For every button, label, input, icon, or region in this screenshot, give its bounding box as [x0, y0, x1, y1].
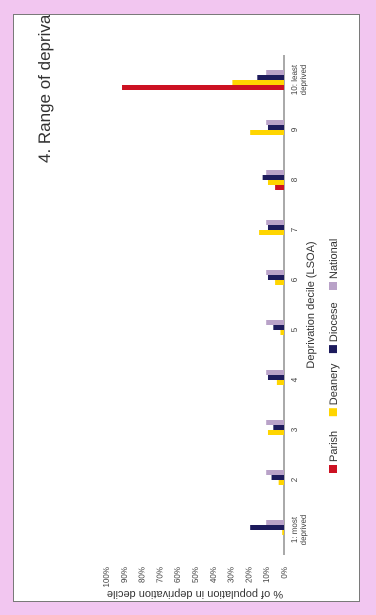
deprivation-chart: 4. Range of deprivation within area 0% 10… [35, 15, 340, 600]
bar-deanery [267, 430, 284, 435]
x-tick-label: 7 [290, 227, 299, 232]
y-tick-label: 10% [262, 567, 271, 583]
bar-diocese [267, 125, 284, 130]
y-tick-label: 40% [209, 567, 218, 583]
bar-diocese [267, 225, 284, 230]
legend-swatch [329, 408, 337, 417]
legend-swatch [329, 465, 337, 473]
bar-national [266, 120, 284, 125]
bar-diocese [271, 475, 285, 480]
bar-diocese [250, 525, 284, 530]
y-tick-label: 30% [227, 567, 236, 583]
y-axis-title: % of population in deprivation decile [107, 588, 283, 600]
x-tick-label: 5 [290, 327, 299, 332]
bar-deanery [250, 130, 284, 135]
x-tick-label: 4 [290, 377, 299, 382]
bar-diocese [262, 175, 284, 180]
bar-national [266, 220, 284, 225]
bar-deanery [280, 330, 285, 335]
y-tick-label: 100% [102, 567, 111, 587]
chart-title: 4. Range of deprivation within area [35, 15, 54, 163]
y-tick-label: 80% [138, 567, 147, 583]
bar-national [266, 370, 284, 375]
bar-parish [122, 85, 284, 90]
y-tick-label: 0% [280, 567, 289, 579]
legend-label: Parish [328, 431, 340, 462]
chart-card: 4. Range of deprivation within area 0% 10… [13, 14, 360, 602]
bar-national [266, 170, 284, 175]
x-tick-label: deprived [299, 65, 308, 96]
x-axis-title: Deprivation decile (LSOA) [305, 241, 317, 368]
y-tick-label: 70% [155, 567, 164, 583]
x-tick-label: 3 [290, 427, 299, 432]
bar-deanery [282, 530, 285, 535]
legend-label: Deanery [328, 363, 340, 405]
bar-diocese [273, 425, 285, 430]
bar-deanery [276, 380, 285, 385]
bar-deanery [267, 180, 284, 185]
legend-swatch [329, 345, 337, 354]
legend-swatch [329, 282, 337, 290]
bar-national [266, 70, 284, 75]
legend-label: Diocese [328, 302, 340, 342]
x-tick-label: 9 [290, 127, 299, 132]
bar-national [266, 420, 284, 425]
bar-deanery [275, 280, 285, 285]
bar-diocese [273, 325, 285, 330]
bar-diocese [267, 275, 284, 280]
y-tick-label: 90% [120, 567, 129, 583]
x-tick-label: 2 [290, 477, 299, 482]
y-tick-label: 60% [173, 567, 182, 583]
bar-diocese [257, 75, 285, 80]
bar-national [266, 520, 284, 525]
legend: Parish Deanery Diocese National [328, 239, 340, 473]
bar-national [266, 320, 284, 325]
plot-area: 0% 10% 20% 30% 40% 50% 60% 70% 80% 90% 100%% of po… [102, 55, 317, 600]
x-tick-label: 1: most [290, 516, 299, 543]
bar-deanery [259, 230, 285, 235]
x-tick-label: 8 [290, 177, 299, 182]
y-tick-label: 20% [244, 567, 253, 583]
y-tick-label: 50% [191, 567, 200, 583]
bar-national [266, 470, 284, 475]
x-tick-label: deprived [299, 515, 308, 546]
bar-parish [275, 185, 285, 190]
bar-national [266, 270, 284, 275]
x-tick-label: 6 [290, 277, 299, 282]
bar-deanery [278, 480, 285, 485]
x-tick-label: 10: least [290, 64, 299, 95]
bar-deanery [232, 80, 285, 85]
bar-diocese [267, 375, 284, 380]
legend-label: National [328, 239, 340, 279]
